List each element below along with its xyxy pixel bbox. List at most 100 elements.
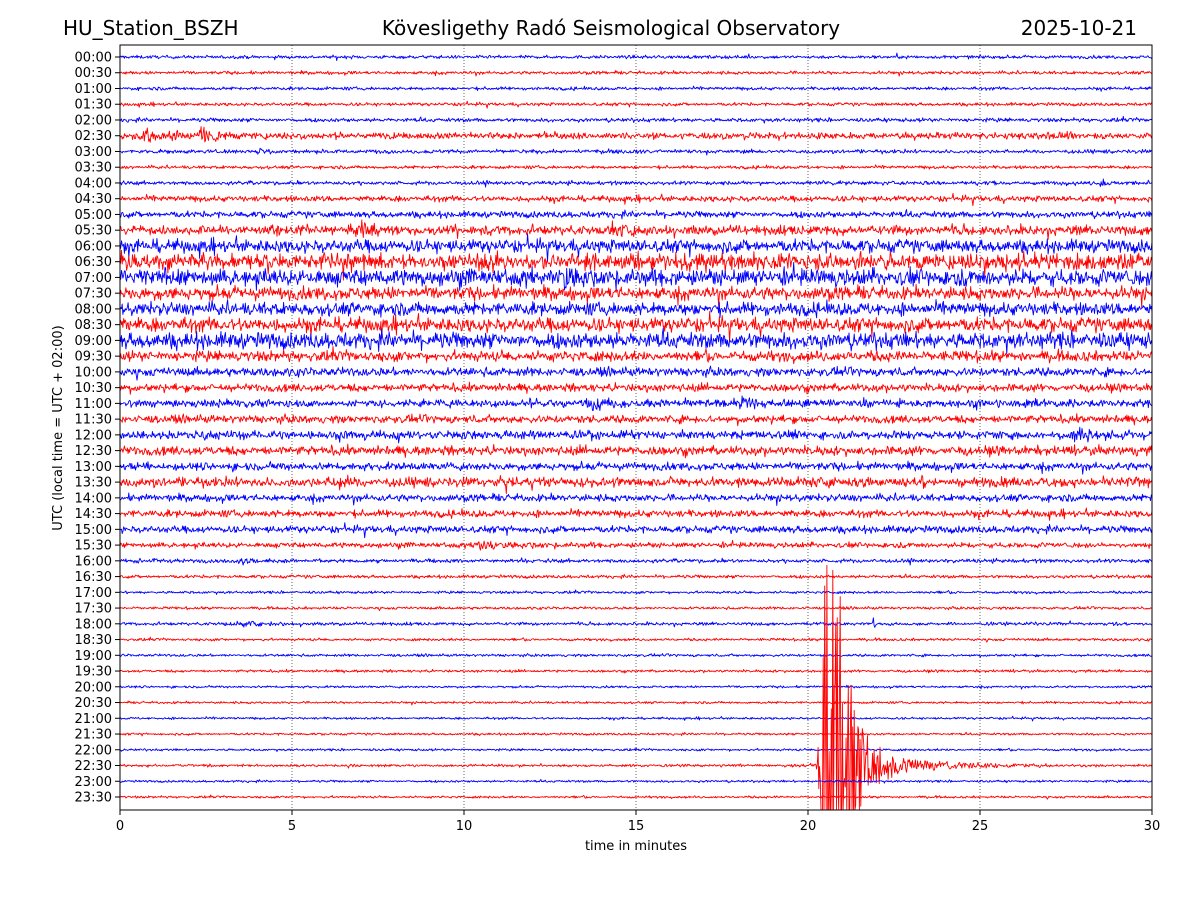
trace-0430 xyxy=(120,192,1152,207)
station-title: HU_Station_BSZH xyxy=(63,16,239,40)
trace-1830 xyxy=(120,636,1152,643)
y-tick-label: 05:30 xyxy=(75,224,112,239)
y-tick-label: 02:30 xyxy=(75,129,112,144)
trace-1030 xyxy=(120,381,1152,395)
trace-1300 xyxy=(120,460,1152,475)
x-tick-label: 15 xyxy=(628,819,645,834)
y-tick-label: 16:30 xyxy=(75,570,112,585)
trace-1430 xyxy=(120,507,1152,521)
y-tick-label: 11:30 xyxy=(75,413,112,428)
y-tick-label: 16:00 xyxy=(75,554,112,569)
traces xyxy=(120,52,1152,810)
trace-0230 xyxy=(120,126,1152,143)
y-tick-label: 20:30 xyxy=(75,696,112,711)
x-axis: 0 5 10 15 20 25 30 xyxy=(116,810,1160,834)
y-tick-label: 13:30 xyxy=(75,476,112,491)
trace-2300 xyxy=(120,779,1152,784)
trace-0300 xyxy=(120,147,1152,156)
trace-1630 xyxy=(120,573,1152,580)
trace-0200 xyxy=(120,115,1152,124)
trace-0330 xyxy=(120,164,1152,170)
trace-0700 xyxy=(120,261,1152,291)
trace-1130 xyxy=(120,413,1152,427)
y-tick-label: 19:00 xyxy=(75,649,112,664)
y-tick-label: 17:00 xyxy=(75,586,112,601)
y-tick-label: 21:30 xyxy=(75,728,112,743)
trace-2130 xyxy=(120,731,1152,737)
y-tick-label: 14:30 xyxy=(75,507,112,522)
trace-1500 xyxy=(120,522,1152,539)
x-tick-label: 5 xyxy=(288,819,296,834)
y-tick-label: 12:00 xyxy=(75,428,112,443)
trace-1700 xyxy=(120,589,1152,595)
trace-1930 xyxy=(120,668,1152,674)
y-tick-label: 17:30 xyxy=(75,602,112,617)
y-tick-label: 10:00 xyxy=(75,365,112,380)
trace-0600 xyxy=(120,233,1152,262)
y-tick-label: 18:00 xyxy=(75,617,112,632)
trace-2030 xyxy=(120,700,1152,706)
y-tick-label: 22:00 xyxy=(75,743,112,758)
y-tick-label: 08:30 xyxy=(75,318,112,333)
y-tick-label: 02:00 xyxy=(75,113,112,128)
y-tick-label: 07:00 xyxy=(75,271,112,286)
trace-1100 xyxy=(120,395,1152,411)
observatory-title: Kövesligethy Radó Seismological Observat… xyxy=(381,16,841,40)
trace-1200 xyxy=(120,426,1152,444)
y-tick-label: 04:30 xyxy=(75,192,112,207)
y-tick-label: 01:00 xyxy=(75,82,112,97)
trace-1230 xyxy=(120,443,1152,459)
y-tick-label: 06:00 xyxy=(75,239,112,254)
y-axis: 00:0000:3001:0001:3002:0002:3003:0003:30… xyxy=(75,51,120,806)
trace-0930 xyxy=(120,345,1152,365)
y-tick-label: 06:30 xyxy=(75,255,112,270)
y-tick-label: 19:30 xyxy=(75,665,112,680)
y-tick-label: 22:30 xyxy=(75,759,112,774)
trace-2100 xyxy=(120,715,1152,722)
x-tick-label: 25 xyxy=(972,819,989,834)
trace-0730 xyxy=(120,283,1152,308)
trace-1530 xyxy=(120,539,1152,551)
trace-0030 xyxy=(120,69,1152,77)
y-tick-label: 08:00 xyxy=(75,302,112,317)
y-tick-label: 05:00 xyxy=(75,208,112,223)
trace-1000 xyxy=(120,365,1152,381)
y-tick-label: 21:00 xyxy=(75,712,112,727)
y-tick-label: 23:00 xyxy=(75,775,112,790)
grid-lines xyxy=(291,45,981,810)
trace-0800 xyxy=(120,299,1152,319)
x-axis-label: time in minutes xyxy=(585,839,687,854)
x-tick-label: 30 xyxy=(1144,819,1161,834)
trace-1400 xyxy=(120,492,1152,506)
y-tick-label: 07:30 xyxy=(75,287,112,302)
y-tick-label: 12:30 xyxy=(75,444,112,459)
trace-2000 xyxy=(120,684,1152,690)
y-tick-label: 10:30 xyxy=(75,381,112,396)
trace-1730 xyxy=(120,605,1152,612)
trace-0630 xyxy=(120,249,1152,281)
trace-0500 xyxy=(120,209,1152,220)
y-tick-label: 03:30 xyxy=(75,161,112,176)
y-tick-label: 11:00 xyxy=(75,397,112,412)
trace-2230 xyxy=(120,565,1152,810)
y-tick-label: 18:30 xyxy=(75,633,112,648)
y-tick-label: 09:30 xyxy=(75,350,112,365)
trace-0100 xyxy=(120,85,1152,92)
trace-2330 xyxy=(120,794,1152,800)
trace-1330 xyxy=(120,474,1152,495)
y-tick-label: 03:00 xyxy=(75,145,112,160)
y-tick-label: 00:00 xyxy=(75,51,112,66)
trace-1800 xyxy=(120,617,1152,628)
trace-1600 xyxy=(120,557,1152,566)
y-tick-label: 04:00 xyxy=(75,176,112,191)
x-tick-label: 10 xyxy=(456,819,473,834)
y-tick-label: 00:30 xyxy=(75,66,112,81)
y-tick-label: 23:30 xyxy=(75,791,112,806)
y-tick-label: 01:30 xyxy=(75,98,112,113)
x-tick-label: 20 xyxy=(800,819,817,834)
trace-0530 xyxy=(120,219,1152,240)
y-tick-label: 13:00 xyxy=(75,460,112,475)
y-axis-label: UTC (local time = UTC + 02:00) xyxy=(51,325,66,530)
trace-0830 xyxy=(120,311,1152,343)
trace-0130 xyxy=(120,100,1152,109)
